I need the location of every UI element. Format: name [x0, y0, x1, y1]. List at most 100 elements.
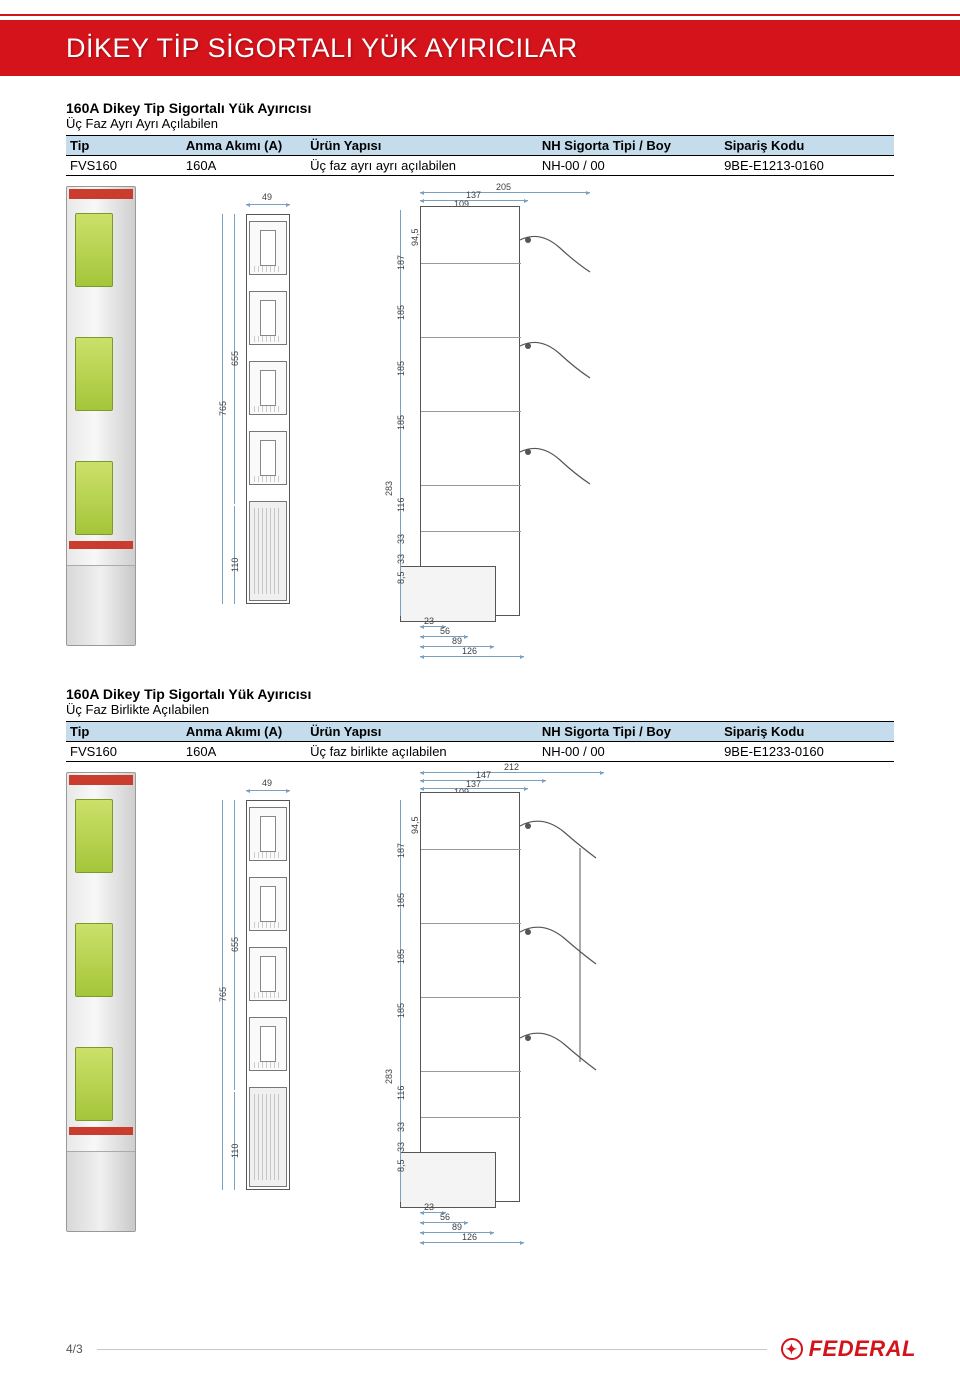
dim-655: 655	[230, 937, 240, 952]
table-row: FVS160 160A Üç faz ayrı ayrı açılabilen …	[66, 156, 894, 176]
spec-table-2: Tip Anma Akımı (A) Ürün Yapısı NH Sigort…	[66, 721, 894, 762]
section2-subtitle: Üç Faz Birlikte Açılabilen	[66, 702, 894, 717]
cell-yapi: Üç faz ayrı ayrı açılabilen	[306, 156, 538, 176]
dim-width: 49	[262, 192, 272, 202]
product-photo-2	[66, 772, 136, 1232]
dim-v-9: 8,5	[396, 571, 406, 584]
dim-b-1: 56	[440, 1212, 450, 1222]
dim-line	[420, 200, 528, 201]
brand-logo: ✦ FEDERAL	[781, 1336, 916, 1362]
col-yapi: Ürün Yapısı	[306, 136, 538, 156]
dim-v-2: 185	[396, 893, 406, 908]
dim-v-0: 94,5	[410, 228, 420, 246]
spec-table-1: Tip Anma Akımı (A) Ürün Yapısı NH Sigort…	[66, 135, 894, 176]
dim-line	[420, 1232, 494, 1233]
dim-b-2: 89	[452, 1222, 462, 1232]
dim-line	[420, 646, 494, 647]
dim-v-8: 33	[396, 1142, 406, 1152]
side-arm	[520, 336, 600, 386]
dim-v-4: 185	[396, 415, 406, 430]
table-header-row: Tip Anma Akımı (A) Ürün Yapısı NH Sigort…	[66, 722, 894, 742]
dim-line	[420, 656, 524, 657]
fuse-window	[75, 461, 113, 535]
photo-red-band	[69, 189, 133, 199]
page-header-banner: DİKEY TİP SİGORTALI YÜK AYIRICILAR	[0, 20, 960, 76]
dim-110: 110	[230, 1144, 240, 1158]
table-row: FVS160 160A Üç faz birlikte açılabilen N…	[66, 742, 894, 762]
cell-tip: FVS160	[66, 156, 182, 176]
dim-v-5: 283	[384, 1069, 394, 1084]
side-view-1: 205 137 109	[366, 186, 646, 656]
dim-top-0: 212	[504, 762, 519, 772]
dim-v-8: 33	[396, 554, 406, 564]
section1-subtitle: Üç Faz Ayrı Ayrı Açılabilen	[66, 116, 894, 131]
col-kod: Sipariş Kodu	[720, 722, 894, 742]
dim-v-4: 185	[396, 1003, 406, 1018]
fuse-window	[75, 213, 113, 287]
col-yapi: Ürün Yapısı	[306, 722, 538, 742]
dim-top-0: 205	[496, 182, 511, 192]
side-arm	[520, 442, 600, 492]
diagram-area-1: 49 765 655 110 205	[66, 186, 894, 662]
dim-v-6: 116	[396, 1086, 406, 1100]
photo-red-band	[69, 1127, 133, 1135]
content-area: 160A Dikey Tip Sigortalı Yük Ayırıcısı Ü…	[0, 76, 960, 1248]
side-plate	[420, 792, 520, 1202]
col-nh: NH Sigorta Tipi / Boy	[538, 136, 720, 156]
fv-segment	[249, 807, 287, 861]
cell-yapi: Üç faz birlikte açılabilen	[306, 742, 538, 762]
fuse-window	[75, 799, 113, 873]
section-1: 160A Dikey Tip Sigortalı Yük Ayırıcısı Ü…	[66, 100, 894, 662]
dim-110: 110	[230, 558, 240, 572]
fuse-window	[75, 337, 113, 411]
dim-line	[246, 790, 290, 791]
dim-b-1: 56	[440, 626, 450, 636]
side-view-2: 212 147 137 109	[366, 772, 646, 1242]
section1-title: 160A Dikey Tip Sigortalı Yük Ayırıcısı	[66, 100, 894, 116]
fuse-window	[75, 1047, 113, 1121]
dim-b-0: 23	[424, 1202, 434, 1212]
dim-width: 49	[262, 778, 272, 788]
col-tip: Tip	[66, 136, 182, 156]
dim-765: 765	[218, 401, 228, 416]
fv-segment	[249, 1017, 287, 1071]
col-nh: NH Sigorta Tipi / Boy	[538, 722, 720, 742]
fv-base	[249, 501, 287, 601]
dim-v-3: 185	[396, 361, 406, 376]
dim-line	[246, 204, 290, 205]
side-base	[400, 1152, 496, 1208]
dim-v-2: 185	[396, 305, 406, 320]
footer-divider	[97, 1349, 767, 1350]
photo-red-band	[69, 541, 133, 549]
dim-line	[420, 1242, 524, 1243]
fv-segment	[249, 361, 287, 415]
front-view-2: 49 765 655 110	[176, 772, 326, 1232]
cell-kod: 9BE-E1233-0160	[720, 742, 894, 762]
front-elevation-body	[246, 214, 290, 604]
cell-nh: NH-00 / 00	[538, 156, 720, 176]
fv-segment	[249, 947, 287, 1001]
dim-b-3: 126	[462, 646, 477, 656]
dim-v-1: 187	[396, 255, 406, 270]
dim-765: 765	[218, 987, 228, 1002]
dim-v-9: 8,5	[396, 1159, 406, 1172]
col-akim: Anma Akımı (A)	[182, 722, 306, 742]
section2-title: 160A Dikey Tip Sigortalı Yük Ayırıcısı	[66, 686, 894, 702]
dim-v-1: 187	[396, 843, 406, 858]
dim-v-6: 116	[396, 498, 406, 512]
cell-tip: FVS160	[66, 742, 182, 762]
dim-v-5: 283	[384, 481, 394, 496]
dim-v-7: 33	[396, 1122, 406, 1132]
dim-line	[420, 772, 604, 773]
cell-akim: 160A	[182, 742, 306, 762]
page-title: DİKEY TİP SİGORTALI YÜK AYIRICILAR	[66, 33, 578, 64]
brand-name: FEDERAL	[809, 1336, 916, 1362]
logo-icon: ✦	[781, 1338, 803, 1360]
section-2: 160A Dikey Tip Sigortalı Yük Ayırıcısı Ü…	[66, 686, 894, 1248]
dim-line	[420, 780, 546, 781]
side-base	[400, 566, 496, 622]
table-header-row: Tip Anma Akımı (A) Ürün Yapısı NH Sigort…	[66, 136, 894, 156]
fv-segment	[249, 291, 287, 345]
cell-akim: 160A	[182, 156, 306, 176]
page-number: 4/3	[66, 1342, 83, 1356]
